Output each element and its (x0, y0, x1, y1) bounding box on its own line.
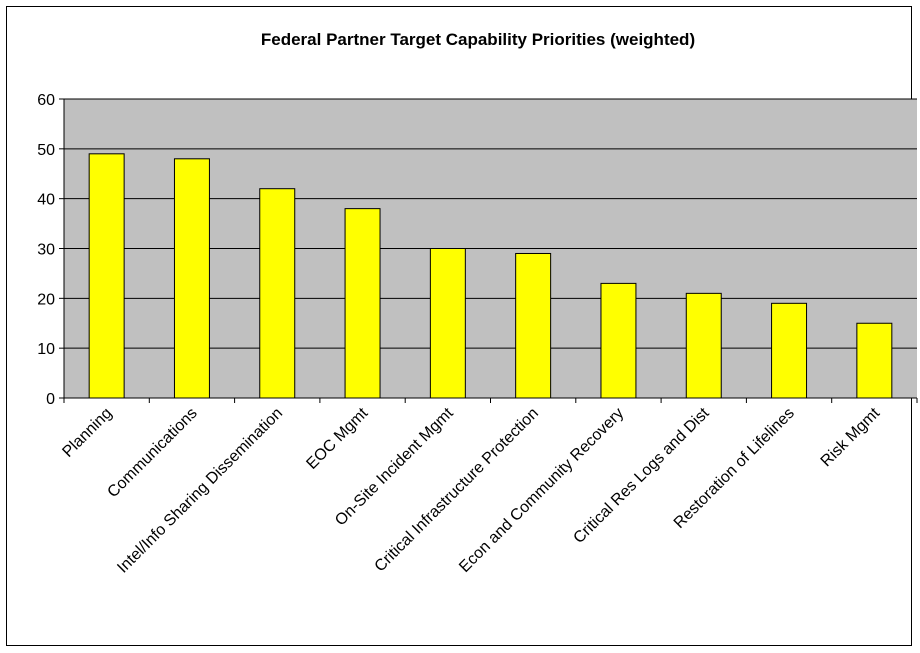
x-category-label: EOC Mgmt (303, 404, 371, 472)
bar (88, 153, 125, 399)
y-tick-label: 50 (37, 142, 55, 159)
y-tick-label: 20 (37, 291, 55, 308)
x-category-label: Critical Res Logs and Dist (570, 404, 713, 547)
y-tick-label: 30 (37, 242, 55, 259)
x-category-label: Planning (59, 405, 115, 461)
chart-title: Federal Partner Target Capability Priori… (261, 30, 695, 49)
bar (429, 248, 466, 399)
bar (173, 158, 210, 399)
bar (515, 252, 552, 399)
y-tick-labels: 0 10 20 30 40 50 60 (37, 92, 55, 408)
bar (600, 282, 637, 399)
bar (856, 322, 893, 399)
y-tick-label: 10 (37, 341, 55, 358)
bar (771, 302, 808, 399)
bar (344, 208, 381, 399)
y-tick-label: 0 (46, 391, 55, 408)
y-tick-label: 60 (37, 92, 55, 109)
bar (259, 188, 296, 399)
bars (88, 153, 893, 399)
x-category-label: Econ and Community Recovery (456, 405, 627, 576)
bar (685, 292, 722, 399)
axes (59, 98, 918, 403)
x-category-label: Communications (105, 405, 201, 501)
x-category-label: Intel/Info Sharing Dissemination (114, 405, 286, 577)
y-tick-label: 40 (37, 192, 55, 209)
x-category-label: Risk Mgmt (818, 404, 884, 470)
x-category-label: Critical Infrastructure Protection (372, 405, 542, 575)
